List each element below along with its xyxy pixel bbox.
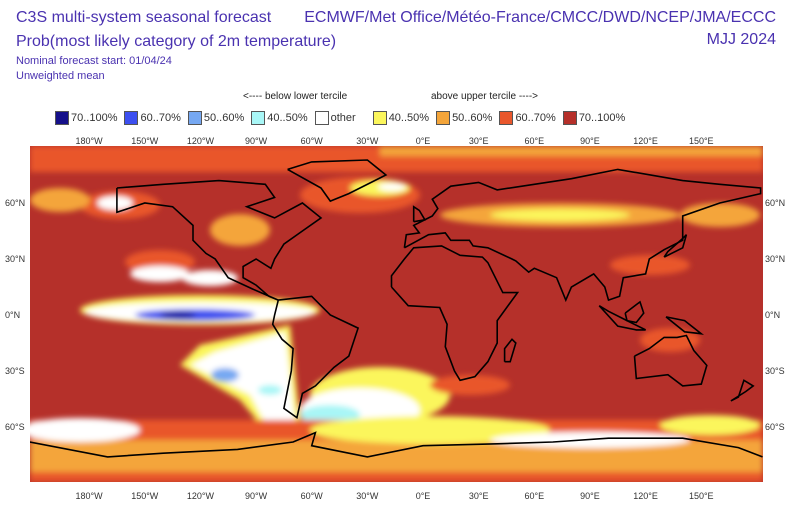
coastline-new-zealand (730, 379, 755, 402)
legend-item: 60..70% (499, 111, 556, 125)
lon-tick-label: 60°W (300, 136, 323, 146)
coastline-antarctica (30, 431, 763, 458)
legend-label: 50..60% (203, 112, 245, 124)
period: MJJ 2024 (706, 31, 776, 48)
probability-fields (30, 146, 763, 482)
lon-tick-label: 180°W (75, 136, 103, 146)
legend-item: 40..50% (251, 111, 308, 125)
coastlines (30, 159, 763, 458)
lon-tick-label: 150°E (688, 136, 714, 146)
legend-label: 40..50% (388, 112, 430, 124)
lon-tick-label: 90°E (580, 491, 600, 501)
legend-swatch (55, 111, 69, 125)
lat-tick-label: 30°N (5, 253, 26, 264)
lon-tick-label: 30°W (356, 136, 379, 146)
lat-tick-label: 30°S (765, 366, 785, 376)
legend-item: 60..70% (124, 111, 181, 125)
lon-tick-label: 120°E (633, 491, 658, 501)
legend-swatch (187, 111, 202, 125)
lat-tick-label: 60°S (5, 422, 25, 433)
lon-tick-label: 0°E (415, 491, 431, 501)
lat-tick-label: 60°N (5, 197, 26, 208)
legend-swatch (499, 111, 514, 125)
below-tercile-label: <---- below lower tercile (243, 91, 348, 102)
legend-label: 60..70% (515, 112, 556, 124)
forecast-start: Nominal forecast start: 01/04/24 (16, 55, 172, 67)
lat-tick-label: 60°N (765, 197, 786, 208)
legend-swatch (436, 111, 451, 125)
legend-label: 70..100% (71, 112, 118, 124)
lat-tick-label: 0°N (765, 310, 781, 320)
legend-swatch (124, 111, 139, 125)
coastline-madagascar (503, 338, 517, 363)
coastline-britain (412, 205, 427, 223)
probability-map (30, 146, 763, 482)
legend-swatch (562, 111, 577, 125)
legend-swatch (372, 111, 387, 125)
legend-item: 50..60% (187, 111, 245, 125)
lon-tick-label: 150°W (131, 136, 159, 146)
lon-tick-label: 120°W (186, 491, 214, 501)
lon-tick-label: 60°E (524, 136, 545, 146)
legend-label: 60..70% (140, 112, 181, 124)
legend-item: 50..60% (436, 111, 492, 125)
lon-tick-label: 120°W (186, 136, 214, 146)
lon-tick-label: 90°E (580, 136, 600, 146)
lon-tick-label: 150°W (131, 491, 159, 501)
coastline-australia (633, 334, 708, 387)
coastline-greenland (287, 159, 388, 203)
lon-tick-label: 30°E (468, 136, 489, 146)
legend-item: other (314, 111, 356, 125)
legend-item: 70..100% (562, 111, 626, 125)
legend-swatch (251, 111, 266, 125)
legend-label: 70..100% (578, 112, 626, 124)
lon-tick-label: 30°W (356, 491, 379, 501)
mean-type: Unweighted mean (16, 70, 105, 82)
lat-tick-label: 60°S (765, 422, 785, 433)
coastline-eurasia (403, 168, 762, 303)
lon-tick-label: 60°W (300, 491, 323, 501)
lat-tick-label: 30°S (5, 366, 25, 376)
lon-tick-label: 30°E (468, 491, 489, 501)
legend-label: 40..50% (267, 112, 308, 124)
map-title: C3S multi-system seasonal forecast (16, 9, 272, 26)
lat-tick-label: 0°N (5, 310, 21, 320)
coastline-indonesia (598, 305, 646, 331)
lon-tick-label: 90°W (244, 136, 268, 146)
lon-tick-label: 150°E (688, 491, 714, 501)
coastline-japan (663, 234, 688, 258)
lon-tick-label: 90°W (244, 491, 268, 501)
lon-tick-label: 60°E (524, 491, 545, 501)
coastline-south-america (271, 295, 360, 420)
lon-tick-label: 180°W (75, 491, 103, 501)
legend-item: 70..100% (55, 111, 117, 125)
coastline-africa (390, 245, 520, 382)
coastline-north-america (116, 179, 323, 301)
legend-label: 50..60% (452, 112, 493, 124)
coastline-borneo (624, 300, 645, 324)
lon-tick-label: 120°E (633, 136, 658, 146)
map-subtitle: Prob(most likely category of 2m temperat… (16, 33, 337, 50)
centres: ECMWF/Met Office/Météo-France/CMCC/DWD/N… (304, 9, 776, 26)
coastline-new-guinea (665, 316, 705, 335)
legend-item: 40..50% (372, 111, 430, 125)
lat-tick-label: 30°N (765, 253, 786, 264)
above-tercile-label: above upper tercile ----> (431, 91, 538, 102)
legend-label: other (330, 112, 356, 124)
lon-tick-label: 0°E (415, 136, 431, 146)
legend-swatch (314, 111, 329, 125)
color-legend: 70..100% 60..70% 50..60% 40..50% other 40..50… (55, 111, 632, 125)
